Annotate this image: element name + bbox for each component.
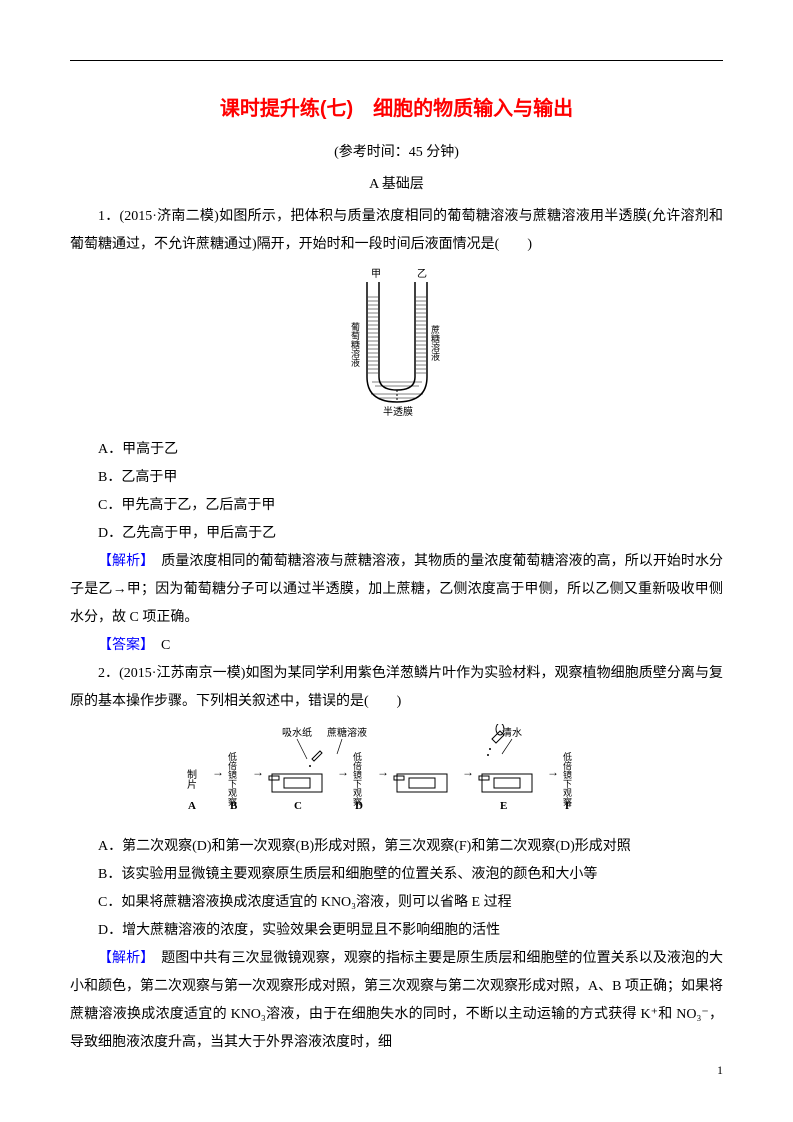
analysis-text: 质量浓度相同的葡萄糖溶液与蔗糖溶液，其物质的量浓度葡萄糖溶液的高，所以开始时水分… <box>70 554 723 625</box>
step-b-text: 低倍镜下观察 <box>227 751 237 806</box>
q1-option-d: D．乙先高于甲，甲后高于乙 <box>70 520 723 548</box>
step-d-text: 低倍镜下观察 <box>352 751 362 806</box>
q1-option-c: C．甲先高于乙，乙后高于甲 <box>70 492 723 520</box>
step-f-text: 低倍镜下观察 <box>562 751 572 806</box>
analysis-text-2: 题图中共有三次显微镜观察，观察的指标主要是原生质层和细胞壁的位置关系以及液泡的大… <box>70 951 723 1050</box>
label-d: D <box>355 800 363 812</box>
q2-option-b: B．该实验用显微镜主要观察原生质层和细胞壁的位置关系、液泡的颜色和大小等 <box>70 861 723 889</box>
q1-figure: 甲 乙 <box>70 267 723 428</box>
analysis-label-2: 【解析】 <box>98 951 147 966</box>
svg-text:→: → <box>337 765 349 779</box>
top-label-1: 吸水纸 <box>282 726 312 739</box>
svg-text:→: → <box>377 765 389 779</box>
answer-text: C <box>147 638 170 653</box>
svg-text:→: → <box>252 765 264 779</box>
fig-label-left-top: 甲 <box>371 269 381 280</box>
top-rule <box>70 60 723 61</box>
top-label-2: 蔗糖溶液 <box>327 726 367 739</box>
q1-answer: 【答案】 C <box>70 632 723 660</box>
subtitle: (参考时间：45 分钟) <box>70 139 723 167</box>
page-title: 课时提升练(七) 细胞的物质输入与输出 <box>70 89 723 129</box>
svg-text:→: → <box>462 765 474 779</box>
q2-option-d: D．增大蔗糖溶液的浓度，实验效果会更明显且不影响细胞的活性 <box>70 917 723 945</box>
q1-option-a: A．甲高于乙 <box>70 436 723 464</box>
fig-label-right-top: 乙 <box>417 268 427 280</box>
label-c: C <box>294 800 302 812</box>
fig-right-label: 蔗糖溶液 <box>430 324 440 362</box>
level-label: A 基础层 <box>70 171 723 199</box>
q2-stem: 2．(2015·江苏南京一模)如图为某同学利用紫色洋葱鳞片叶作为实验材料，观察植… <box>70 660 723 716</box>
q2-option-c: C．如果将蔗糖溶液换成浓度适宜的 KNO₃溶液，则可以省略 E 过程 <box>70 889 723 917</box>
fig-bottom-label: 半透膜 <box>383 405 413 417</box>
q2-option-a: A．第二次观察(D)和第一次观察(B)形成对照，第三次观察(F)和第二次观察(D… <box>70 833 723 861</box>
svg-text:→: → <box>547 765 559 779</box>
q1-option-b: B．乙高于甲 <box>70 464 723 492</box>
analysis-label: 【解析】 <box>98 554 147 569</box>
fig-left-label: 葡萄糖溶液 <box>350 321 360 368</box>
q1-stem: 1．(2015·济南二模)如图所示，把体积与质量浓度相同的葡萄糖溶液与蔗糖溶液用… <box>70 203 723 259</box>
q2-analysis: 【解析】 题图中共有三次显微镜观察，观察的指标主要是原生质层和细胞壁的位置关系以… <box>70 945 723 1057</box>
answer-label: 【答案】 <box>98 638 147 653</box>
label-f: F <box>565 800 572 812</box>
q1-analysis: 【解析】 质量浓度相同的葡萄糖溶液与蔗糖溶液，其物质的量浓度葡萄糖溶液的高，所以… <box>70 548 723 632</box>
svg-text:→: → <box>212 765 224 779</box>
step-a-text: 制片 <box>184 768 196 790</box>
page-number: 1 <box>717 1058 723 1082</box>
label-a: A <box>188 800 196 812</box>
label-e: E <box>500 800 507 812</box>
label-b: B <box>230 800 238 812</box>
top-label-3: 清水 <box>502 726 522 739</box>
q2-figure: 吸水纸 蔗糖溶液 清水 制片 → 低倍镜下观察 → → 低倍镜下观察 → <box>70 724 723 825</box>
